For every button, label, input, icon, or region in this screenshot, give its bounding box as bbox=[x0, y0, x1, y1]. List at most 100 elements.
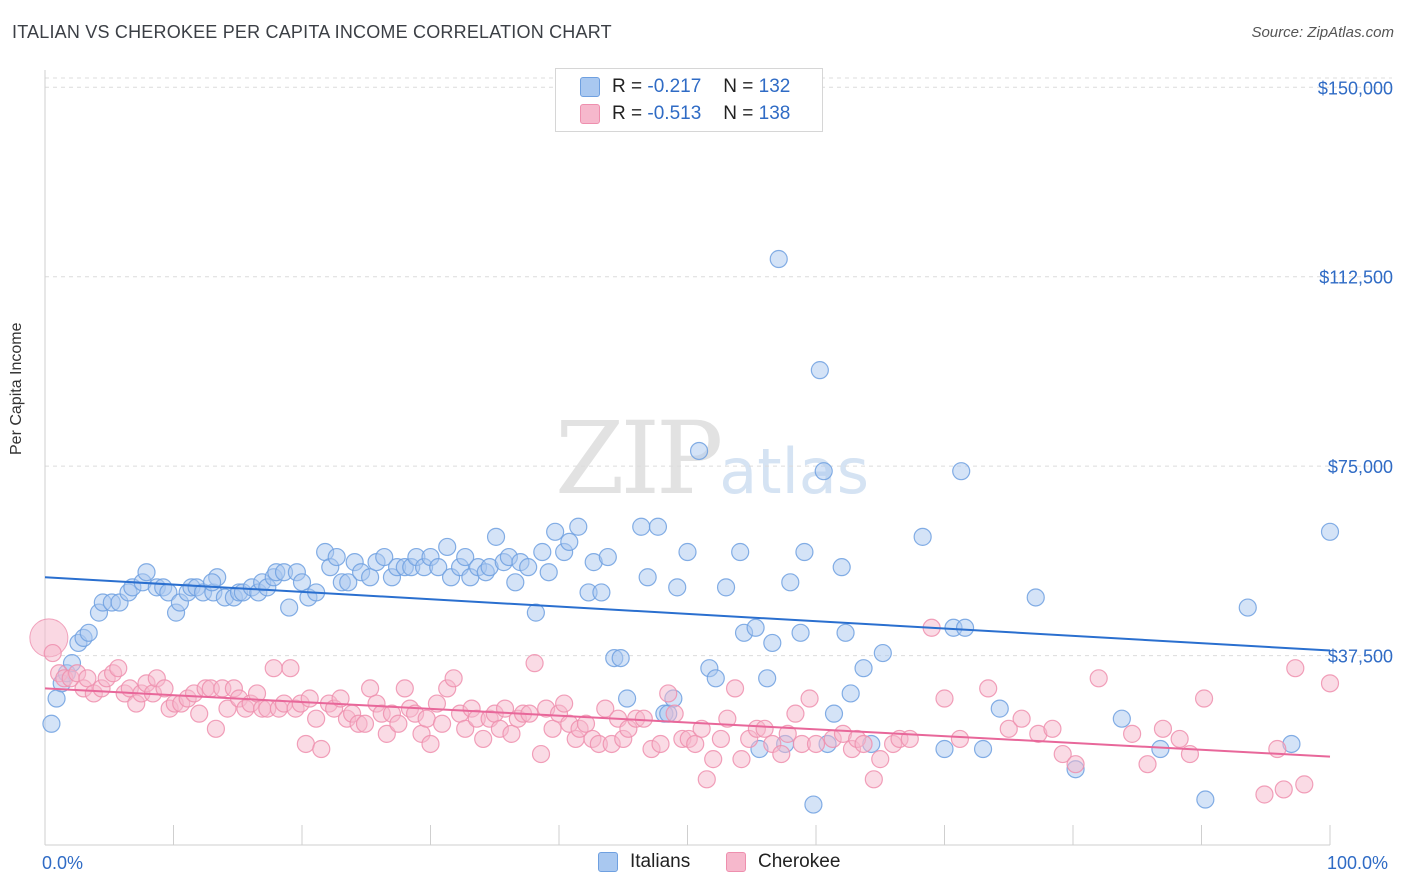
cherokee-point bbox=[300, 689, 319, 708]
cherokee-point bbox=[854, 734, 873, 754]
cherokee-point bbox=[692, 719, 711, 738]
cherokee-point bbox=[659, 684, 678, 703]
legend-row-cherokee: R = -0.513 N = 138 bbox=[580, 102, 790, 126]
italians-point bbox=[763, 633, 782, 653]
cherokee-point bbox=[361, 679, 380, 698]
cherokee-point bbox=[1320, 674, 1340, 693]
cherokee-point bbox=[331, 689, 350, 708]
cherokee-point bbox=[474, 729, 493, 749]
cherokee-point bbox=[1123, 724, 1142, 743]
x-tick-label-max: 100.0% bbox=[1327, 853, 1389, 873]
italians-point bbox=[280, 598, 299, 617]
italians-point bbox=[810, 361, 829, 380]
cherokee-point bbox=[296, 734, 315, 754]
italians-point bbox=[824, 704, 844, 723]
cherokee-point bbox=[281, 659, 300, 678]
legend-row-italians: R = -0.217 N = 132 bbox=[580, 75, 790, 99]
cherokee-point bbox=[864, 770, 883, 789]
cherokee-point bbox=[651, 734, 670, 754]
italians-point bbox=[769, 249, 788, 269]
legend-r-label: R = bbox=[612, 103, 643, 124]
cherokee-point bbox=[421, 734, 440, 754]
italians-point bbox=[973, 739, 993, 759]
italians-legend-swatch bbox=[598, 852, 618, 872]
italians-point bbox=[758, 669, 777, 688]
legend-n-label: N = bbox=[723, 103, 754, 124]
cherokee-point bbox=[1170, 729, 1189, 749]
italians-point bbox=[202, 573, 222, 592]
cherokee-point bbox=[1255, 785, 1274, 804]
italians-point bbox=[327, 547, 346, 567]
italians-swatch bbox=[580, 77, 600, 97]
italians-point bbox=[1151, 739, 1170, 759]
italians-legend-label: Italians bbox=[630, 851, 691, 872]
italians-point bbox=[746, 618, 765, 637]
italians-point bbox=[618, 689, 637, 708]
italians-point bbox=[429, 558, 448, 577]
cherokee-point bbox=[732, 750, 751, 769]
italians-point bbox=[560, 532, 579, 552]
italians-point bbox=[804, 795, 823, 814]
y-axis-label: Per Capita Income bbox=[8, 322, 25, 455]
italians-point bbox=[1112, 709, 1131, 728]
italians-point bbox=[1238, 598, 1257, 617]
cherokee-point bbox=[1066, 755, 1085, 774]
cherokee-trend-line bbox=[44, 687, 1331, 758]
italians-point bbox=[533, 542, 552, 562]
cherokee-point bbox=[576, 714, 596, 733]
cherokee-point bbox=[377, 724, 396, 743]
stats-legend: R = -0.217 N = 132 R = -0.513 N = 138 bbox=[555, 68, 823, 132]
cherokee-point bbox=[718, 709, 737, 728]
italians-point bbox=[638, 568, 657, 587]
italians-point bbox=[539, 563, 558, 582]
italians-point bbox=[598, 547, 617, 567]
cherokee-point bbox=[525, 654, 544, 673]
legend-n-label: N = bbox=[723, 76, 754, 97]
italians-point bbox=[706, 669, 725, 688]
cherokee-point bbox=[1053, 744, 1072, 764]
italians-point bbox=[611, 648, 630, 668]
italians-point bbox=[632, 517, 651, 536]
cherokee-point bbox=[417, 709, 436, 728]
cherokee-point bbox=[1274, 780, 1293, 799]
italians-point bbox=[795, 542, 814, 562]
cherokee-point bbox=[686, 734, 705, 754]
cherokee-point bbox=[786, 704, 805, 723]
italians-trend-line bbox=[44, 576, 1331, 652]
y-tick-label: $112,500 bbox=[1319, 268, 1393, 288]
cherokee-point bbox=[800, 689, 819, 708]
italians-point bbox=[1026, 588, 1045, 607]
cherokee-point bbox=[806, 734, 826, 754]
italians-point bbox=[486, 527, 506, 546]
italians-point bbox=[952, 462, 971, 481]
italians-point bbox=[339, 573, 358, 592]
cherokee-point bbox=[444, 669, 463, 688]
italians-point bbox=[79, 623, 98, 642]
italians-point bbox=[375, 547, 394, 567]
italians-point bbox=[137, 563, 156, 582]
legend-n-value: 138 bbox=[758, 103, 791, 124]
italians-point bbox=[814, 462, 833, 481]
cherokee-point bbox=[950, 729, 970, 749]
italians-point bbox=[689, 441, 709, 461]
cherokee-point bbox=[596, 699, 615, 718]
italians-point bbox=[955, 618, 975, 637]
cherokee-point bbox=[1043, 719, 1062, 738]
cherokee-point bbox=[355, 714, 375, 733]
legend-r-value: -0.513 bbox=[647, 103, 702, 124]
cherokee-point bbox=[697, 770, 716, 789]
cherokee-point bbox=[1286, 659, 1305, 678]
italians-point bbox=[1320, 522, 1340, 541]
italians-point bbox=[668, 578, 687, 597]
y-tick-label: $75,000 bbox=[1328, 457, 1393, 477]
cherokee-point bbox=[999, 719, 1018, 738]
bottom-legend-cherokee: Cherokee bbox=[726, 851, 840, 873]
cherokee-point bbox=[979, 679, 998, 698]
cherokee-point bbox=[634, 709, 653, 728]
cherokee-point bbox=[555, 694, 574, 713]
legend-n-value: 132 bbox=[758, 76, 791, 97]
cherokee-point bbox=[78, 669, 97, 688]
legend-r-label: R = bbox=[612, 76, 643, 97]
cherokee-point bbox=[389, 714, 408, 733]
